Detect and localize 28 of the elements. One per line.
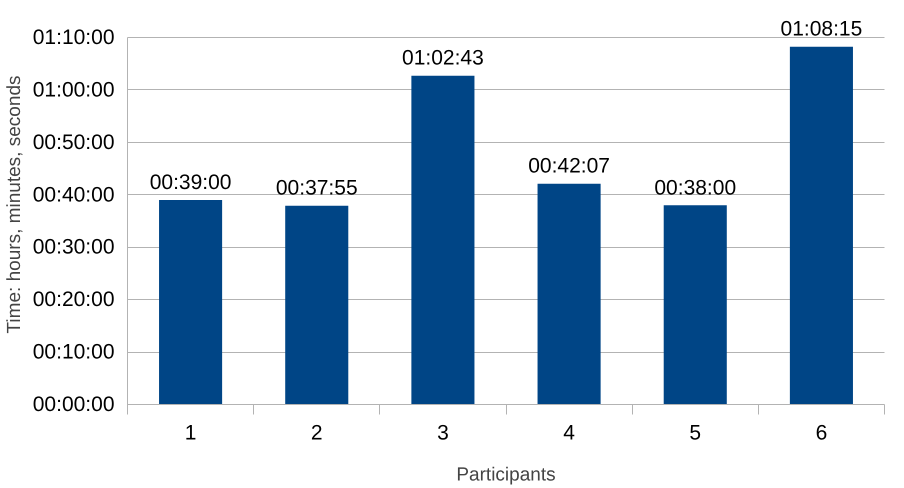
x-tick-label: 2 xyxy=(310,422,323,444)
y-tick-label: 01:10:00 xyxy=(32,26,115,50)
data-label: 00:42:07 xyxy=(528,154,610,178)
y-axis-title: Time: hours, minutes, seconds xyxy=(4,75,25,334)
bar xyxy=(285,206,348,404)
bar xyxy=(411,76,474,404)
x-tick-label: 4 xyxy=(563,422,576,444)
x-tick-label: 6 xyxy=(816,422,828,444)
x-tick-label: 1 xyxy=(184,422,196,444)
data-label: 01:08:15 xyxy=(780,18,862,41)
data-label: 01:02:43 xyxy=(402,46,484,70)
y-tick-label: 00:40:00 xyxy=(32,183,115,206)
bar xyxy=(664,205,727,404)
x-tick-label: 3 xyxy=(437,422,449,444)
y-tick-label: 00:00:00 xyxy=(32,393,115,416)
data-label: 00:39:00 xyxy=(150,171,232,194)
y-tick-label: 00:30:00 xyxy=(32,236,115,259)
y-tick-label: 00:10:00 xyxy=(32,340,115,364)
bar xyxy=(538,184,601,404)
x-tick-label: 5 xyxy=(689,422,702,444)
data-label: 00:37:55 xyxy=(276,176,358,200)
data-label: 00:38:00 xyxy=(654,176,736,200)
y-tick-label: 01:00:00 xyxy=(32,78,115,102)
bar xyxy=(159,200,222,404)
y-tick-label: 00:20:00 xyxy=(32,288,115,312)
x-axis-title: Participants xyxy=(456,464,556,486)
y-tick-label: 00:50:00 xyxy=(32,130,115,154)
bar xyxy=(790,46,853,404)
